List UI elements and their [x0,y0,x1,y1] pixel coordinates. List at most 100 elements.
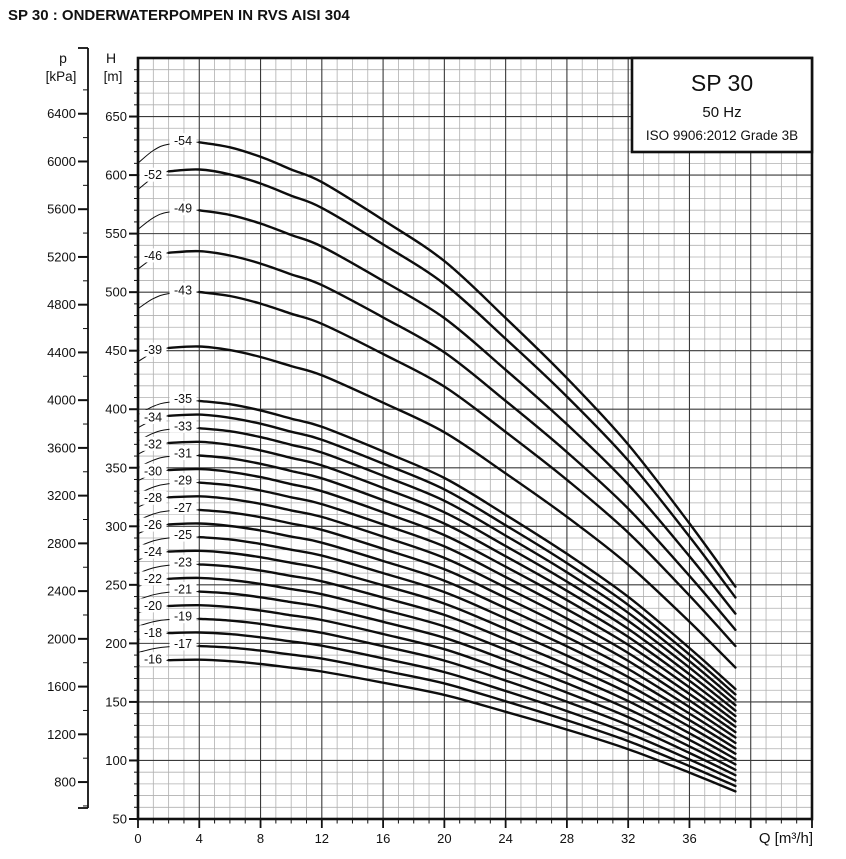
pump-curve-34 [167,413,737,696]
pump-curve-54 [198,141,737,588]
curve-label-35: -35 [174,392,192,406]
curve-label-bg-31 [169,446,197,461]
curve-label-22: -22 [144,572,162,586]
curve-label-bg-26 [139,517,167,532]
head-axis-unit: [m] [104,69,123,84]
flow-tick-label: 16 [376,831,390,846]
pump-model: SP 30 [691,70,753,96]
pressure-tick-label: 4800 [47,297,76,312]
pump-curve-22 [167,576,737,761]
head-axis-symbol: H [106,50,116,66]
curve-label-bg-27 [169,500,197,515]
flow-tick-label: 28 [560,831,574,846]
head-tick-label: 350 [105,460,127,475]
pump-curve-31 [198,454,737,712]
curve-label-bg-52 [139,167,167,182]
curve-label-34: -34 [144,410,162,424]
head-tick-label: 500 [105,285,127,300]
curve-label-bg-17 [169,636,197,651]
head-tick-label: 150 [105,694,127,709]
head-tick-label: 100 [105,753,127,768]
curve-label-bg-32 [139,436,167,451]
curve-label-bg-21 [169,582,197,597]
curve-label-bg-24 [139,544,167,559]
pump-curve-18 [167,631,737,782]
pump-curve-21 [198,590,737,766]
curve-label-54: -54 [174,134,192,148]
pump-curve-29 [198,481,737,723]
pump-curve-27 [198,508,737,734]
info-box-frame [630,56,814,154]
pump-curve-39 [167,345,737,669]
pump-curve-35 [198,399,737,691]
curve-label-bg-54 [169,133,197,148]
curve-label-16: -16 [144,653,162,667]
curve-label-bg-49 [169,201,197,216]
curve-label-bg-19 [169,609,197,624]
head-tick-label: 200 [105,636,127,651]
head-tick-label: 400 [105,402,127,417]
curve-label-bg-33 [169,418,197,433]
pressure-tick-label: 6000 [47,154,76,169]
curve-label-43: -43 [174,283,192,297]
pump-curve-43 [198,290,737,648]
curve-label-17: -17 [174,637,192,651]
pump-curve-17 [198,644,737,788]
pressure-tick-label: 5200 [47,249,76,264]
pressure-tick-label: 1200 [47,727,76,742]
pump-curve-32 [167,440,737,707]
info-box: SP 30 50 Hz ISO 9906:2012 Grade 3B [630,56,814,154]
curve-label-bg-25 [169,527,197,542]
axes-ticks-and-labels: 6506005505004504003503002502001501005064… [47,47,814,846]
pressure-tick-label: 2000 [47,631,76,646]
curve-label-bg-22 [139,571,167,586]
flow-tick-label: 24 [498,831,512,846]
pump-curve-30 [167,467,737,718]
curve-label-bg-20 [139,598,167,613]
flow-tick-label: 4 [196,831,203,846]
pressure-tick-label: 4000 [47,393,76,408]
curve-label-19: -19 [174,610,192,624]
curve-label-bg-34 [139,409,167,424]
curve-label-bg-30 [139,463,167,478]
head-tick-label: 450 [105,343,127,358]
pump-curve-25 [198,535,737,745]
curve-label-32: -32 [144,437,162,451]
curve-label-bg-35 [169,391,197,406]
curve-label-26: -26 [144,518,162,532]
curve-label-20: -20 [144,599,162,613]
head-tick-label: 50 [113,812,127,827]
pressure-tick-label: 2800 [47,536,76,551]
curve-label-21: -21 [174,583,192,597]
pump-curve-19 [198,617,737,777]
head-tick-label: 250 [105,577,127,592]
curve-label-bg-23 [169,554,197,569]
pump-curve-49 [198,209,737,615]
curve-label-24: -24 [144,545,162,559]
curve-label-46: -46 [144,249,162,263]
head-tick-label: 600 [105,168,127,183]
flow-tick-label: 12 [315,831,329,846]
pressure-tick-label: 5600 [47,202,76,217]
curve-label-bg-46 [139,248,167,263]
pressure-axis-symbol: p [59,50,67,66]
pressure-tick-label: 2400 [47,584,76,599]
pump-curve-20 [167,603,737,771]
pump-frequency: 50 Hz [702,104,741,121]
flow-tick-label: 36 [682,831,696,846]
pump-curve-16 [167,658,737,793]
curve-label-27: -27 [174,501,192,515]
pump-curve-33 [198,427,737,701]
curve-label-29: -29 [174,474,192,488]
curve-label-25: -25 [174,528,192,542]
curve-label-39: -39 [144,343,162,357]
curve-label-bg-29 [169,473,197,488]
pump-curve-23 [198,563,737,755]
curve-label-bg-28 [139,490,167,505]
pressure-axis-unit: [kPa] [46,69,77,84]
curve-label-bg-18 [139,625,167,640]
pressure-tick-label: 1600 [47,679,76,694]
pressure-tick-label: 3200 [47,488,76,503]
pressure-tick-label: 4400 [47,345,76,360]
